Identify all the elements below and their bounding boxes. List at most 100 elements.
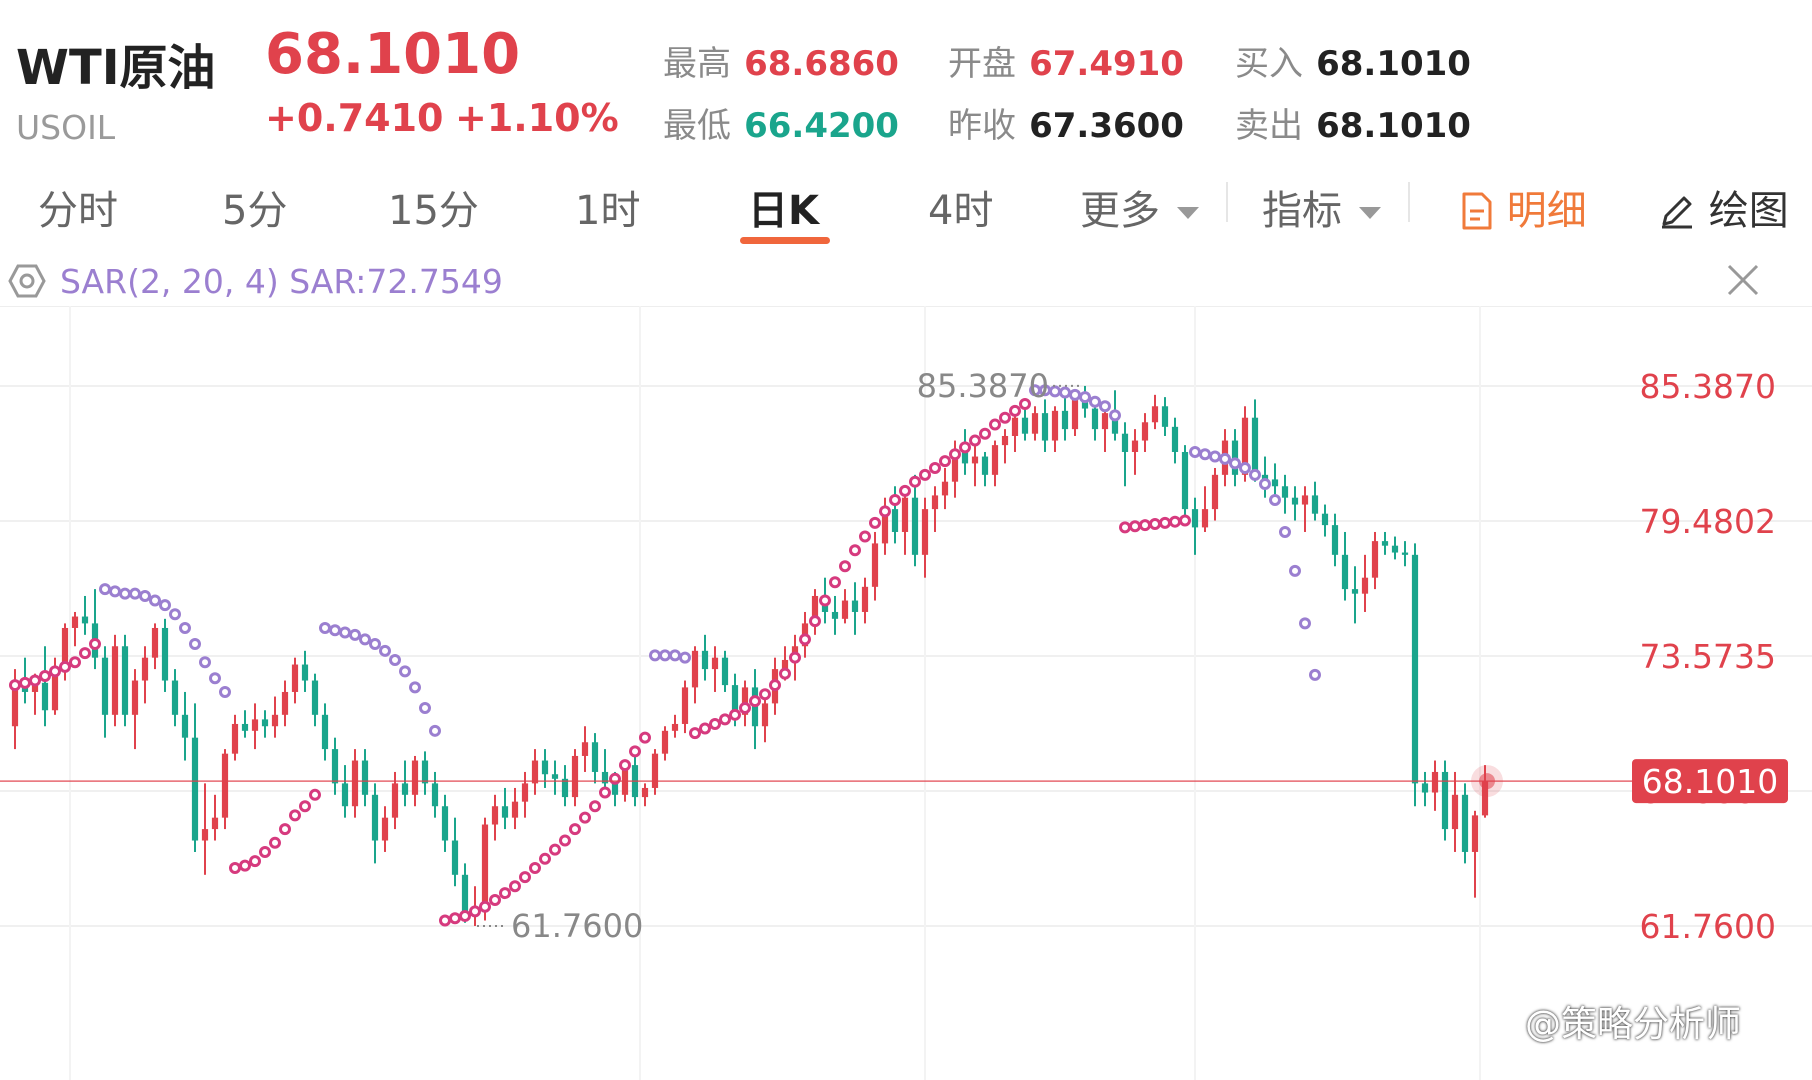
candle-body	[621, 765, 629, 795]
candle-body	[1461, 794, 1469, 852]
candle-body	[1241, 417, 1249, 475]
candle-body	[421, 760, 429, 784]
sar-dot	[329, 624, 341, 637]
candle-body	[741, 687, 749, 715]
document-icon	[1462, 192, 1492, 230]
sar-dot	[439, 914, 451, 927]
quote-ask: 卖出 68.1010	[1235, 98, 1471, 147]
candle-body	[101, 657, 109, 715]
sar-dot	[419, 701, 431, 714]
candle-body	[1051, 410, 1059, 441]
sar-dot	[739, 701, 751, 714]
draw-button[interactable]: 绘图	[1658, 178, 1789, 236]
candle-body	[851, 600, 859, 612]
current-price-badge-label: 68.1010	[1642, 762, 1778, 801]
quote-value: 67.4910	[1029, 44, 1184, 84]
draw-label: 绘图	[1708, 188, 1789, 234]
sar-dot	[199, 656, 211, 669]
candle-body	[651, 753, 659, 788]
instrument-name: WTI原油	[16, 40, 216, 96]
sar-dot	[1109, 409, 1121, 422]
sar-dot	[169, 608, 181, 621]
candle-body	[1061, 410, 1069, 430]
tab-divider	[1408, 182, 1410, 222]
candle-body	[891, 509, 899, 532]
sar-dot	[269, 836, 281, 849]
candle-body	[191, 737, 199, 841]
candle-body	[381, 817, 389, 841]
sar-dot	[589, 800, 601, 813]
sar-dot	[599, 786, 611, 799]
candle-body	[1191, 509, 1199, 528]
candle-body	[251, 719, 259, 731]
sar-dot	[1079, 391, 1091, 404]
sar-dot	[889, 493, 901, 506]
sar-dot	[719, 713, 731, 726]
candle-body	[691, 650, 699, 688]
candle-body	[1041, 413, 1049, 441]
sar-dot	[469, 905, 481, 918]
close-icon[interactable]	[1726, 263, 1760, 297]
more-dropdown[interactable]: 更多	[1080, 178, 1199, 236]
candle-body	[1121, 433, 1129, 452]
candle-body	[551, 774, 559, 779]
sar-dot	[929, 461, 941, 474]
caret-down-icon	[1176, 207, 1199, 219]
candle-body	[1021, 417, 1029, 434]
sar-dot	[79, 647, 91, 660]
sar-dot	[1259, 477, 1271, 490]
candle-body	[371, 794, 379, 841]
candle-body	[121, 646, 129, 715]
candle-body	[201, 829, 209, 841]
sar-dot	[499, 887, 511, 900]
sar-dots	[9, 384, 1321, 927]
sar-dot	[49, 665, 61, 678]
detail-button[interactable]: 明细	[1460, 178, 1587, 236]
sar-dot	[769, 679, 781, 692]
sar-dot	[699, 722, 711, 735]
candle-body	[341, 783, 349, 807]
candle-body	[431, 783, 439, 807]
candle-body	[671, 723, 679, 731]
candle-body	[1181, 451, 1189, 510]
sar-dot	[529, 861, 541, 874]
sar-dot	[249, 855, 261, 868]
candle-body	[961, 451, 969, 464]
sar-dot	[89, 637, 101, 650]
candle-body	[941, 481, 949, 496]
candle-body	[1291, 497, 1299, 505]
sar-dot	[339, 626, 351, 639]
sar-dot	[1069, 388, 1081, 401]
candle-body	[311, 680, 319, 715]
tab-timeshare[interactable]: 分时	[38, 188, 118, 234]
sar-dot	[779, 667, 791, 680]
indicator-dropdown[interactable]: 指标	[1262, 178, 1381, 236]
tab-15min[interactable]: 15分	[388, 188, 479, 234]
tab-4hour[interactable]: 4时	[928, 188, 994, 234]
candle-body	[561, 778, 569, 798]
tab-daily-k[interactable]: 日K	[748, 188, 819, 234]
candle-body	[1341, 554, 1349, 590]
sar-dot	[179, 621, 191, 634]
sar-dot	[799, 633, 811, 646]
candle-body	[131, 680, 139, 715]
candle-body	[111, 646, 119, 715]
tab-1hour[interactable]: 1时	[575, 188, 641, 234]
sar-dot	[259, 845, 271, 858]
sar-dot	[219, 685, 231, 698]
candle-body	[601, 771, 609, 784]
sar-dot	[519, 871, 531, 884]
candle-body	[1371, 541, 1379, 578]
candle-body	[491, 806, 499, 825]
quote-value: 67.3600	[1029, 106, 1184, 146]
candle-body	[861, 586, 869, 612]
candle-body	[501, 806, 509, 818]
hexagon-settings-icon[interactable]	[8, 262, 46, 300]
sar-dot	[689, 727, 701, 740]
tab-5min[interactable]: 5分	[222, 188, 288, 234]
quote-high: 最高 68.6860	[663, 36, 899, 85]
candle-body	[331, 749, 339, 784]
y-tick-label: 79.4802	[1640, 502, 1776, 541]
candle-body	[1331, 525, 1339, 555]
